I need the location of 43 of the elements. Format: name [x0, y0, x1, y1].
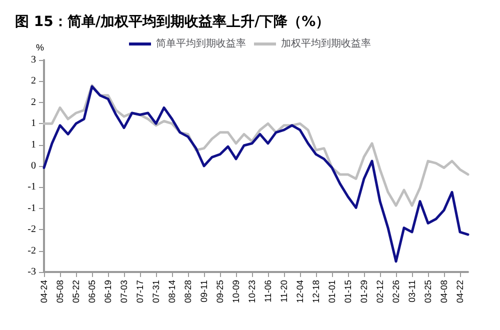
y-axis-title: %	[36, 42, 44, 52]
x-tick-label: 05-08	[55, 280, 65, 304]
x-tick-label: 06-19	[103, 280, 113, 304]
x-tick-label: 04-24	[39, 280, 49, 304]
y-tick-label: -2	[28, 245, 36, 256]
y-tick-label: 2	[31, 76, 36, 87]
y-tick-label: 3	[31, 54, 36, 66]
x-tick-label: 01-01	[327, 280, 337, 304]
legend-label: 加权平均到期收益率	[281, 38, 371, 50]
x-tick-label: 01-29	[359, 280, 369, 304]
x-tick-label: 09-25	[215, 280, 225, 304]
x-tick-label: 04-08	[439, 280, 449, 304]
x-tick-label: 04-22	[455, 280, 465, 304]
x-tick-label: 10-23	[247, 280, 257, 304]
line-series	[42, 85, 470, 263]
x-tick-label: 06-05	[87, 280, 97, 304]
x-tick-label: 11-20	[279, 280, 289, 302]
x-tick-label: 05-22	[71, 280, 81, 304]
y-tick-label: 2	[31, 96, 36, 108]
x-tick-label: 03-25	[423, 280, 433, 304]
x-tick-label: 07-03	[119, 280, 129, 304]
x-tick-label: 09-11	[199, 280, 209, 302]
y-tick-label: -2	[28, 224, 36, 236]
y-tick-label: -1	[28, 202, 36, 214]
x-tick-label: 07-17	[135, 280, 145, 304]
x-tick-label: 10-09	[231, 280, 241, 304]
y-tick-label: -1	[28, 182, 36, 193]
x-tick-label: 08-28	[183, 280, 193, 304]
x-tick-label: 11-06	[263, 280, 273, 302]
x-tick-label: 03-11	[407, 280, 417, 302]
chart-title: 图 15：简单/加权平均到期收益率上升/下降（%）	[15, 13, 330, 30]
x-tick-label: 12-04	[295, 280, 305, 304]
x-tick-label: 02-12	[375, 280, 385, 304]
legend-label: 简单平均到期收益率	[156, 38, 246, 50]
y-tick-label: 0	[31, 160, 36, 172]
x-tick-label: 07-31	[151, 280, 161, 304]
x-tick-label: 01-15	[343, 280, 353, 304]
y-tick-label: 1	[31, 118, 36, 130]
x-tick-label: 02-26	[391, 280, 401, 304]
x-tick-label: 12-18	[311, 280, 321, 304]
x-tick-label: 08-14	[167, 280, 177, 304]
y-tick-label: -3	[28, 266, 36, 278]
y-tick-label: 1	[31, 139, 36, 150]
